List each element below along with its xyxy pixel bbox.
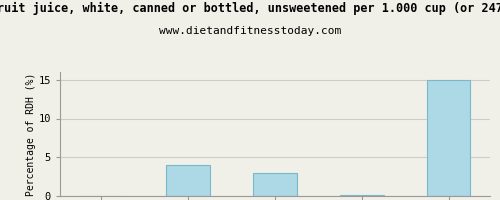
Y-axis label: Percentage of RDH (%): Percentage of RDH (%) — [26, 72, 36, 196]
Bar — [166, 165, 210, 196]
Bar — [254, 173, 296, 196]
Bar — [427, 80, 470, 196]
Text: ruit juice, white, canned or bottled, unsweetened per 1.000 cup (or 247: ruit juice, white, canned or bottled, un… — [0, 2, 500, 15]
Bar — [340, 195, 384, 196]
Text: www.dietandfitnesstoday.com: www.dietandfitnesstoday.com — [159, 26, 341, 36]
